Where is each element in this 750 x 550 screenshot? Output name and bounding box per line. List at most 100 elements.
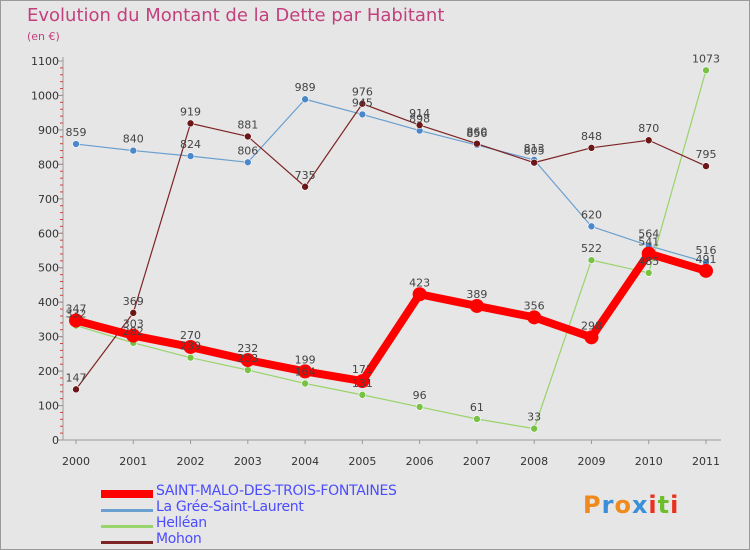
- legend-label: Helléan: [156, 515, 207, 531]
- data-label: 945: [352, 96, 373, 109]
- logo-letter: x: [631, 491, 649, 519]
- data-point: [587, 256, 596, 264]
- series-1: [72, 95, 710, 267]
- chart-title: Evolution du Montant de la Dette par Hab…: [27, 5, 445, 26]
- data-point: [584, 330, 599, 345]
- data-point: [644, 269, 653, 277]
- data-label: 870: [638, 122, 659, 135]
- data-point: [358, 99, 367, 108]
- legend-label: SAINT-MALO-DES-TROIS-FONTAINES: [156, 483, 397, 499]
- data-point: [129, 146, 138, 155]
- data-label: 806: [237, 144, 258, 157]
- x-tick-label: 2010: [635, 455, 663, 468]
- data-label: 270: [180, 329, 201, 342]
- legend-swatch: [101, 508, 153, 512]
- series-line: [72, 249, 710, 386]
- data-point: [183, 339, 198, 354]
- data-label: 795: [696, 148, 717, 161]
- legend-item: Helléan: [101, 515, 461, 533]
- data-label: 898: [409, 113, 430, 126]
- data-label: 989: [295, 81, 316, 94]
- data-point: [244, 366, 252, 374]
- data-label: 856: [466, 127, 487, 140]
- y-tick-label: 500: [38, 262, 59, 275]
- data-label: 232: [237, 342, 258, 355]
- data-point: [415, 121, 424, 129]
- chart-axes: 0 100 200 300 400 500 600 700 800 900 1000 1100 2000…: [31, 55, 721, 468]
- data-point: [240, 353, 255, 368]
- x-tick-label: 2007: [463, 455, 491, 468]
- x-tick-label: 2008: [520, 455, 548, 468]
- legend-swatch: [101, 540, 153, 544]
- series-layer: [69, 66, 713, 433]
- data-point: [358, 391, 367, 399]
- x-tick-label: 2000: [62, 455, 90, 468]
- x-tick-label: 2002: [177, 455, 205, 468]
- data-point: [186, 152, 195, 160]
- data-point: [527, 310, 542, 325]
- data-point: [298, 364, 313, 379]
- series-2: [72, 66, 710, 433]
- data-label: 1073: [692, 52, 720, 65]
- logo-letter: t: [657, 491, 671, 519]
- data-label: 840: [123, 133, 144, 146]
- x-tick-label: 2004: [291, 455, 319, 468]
- logo-letter: i: [670, 491, 680, 519]
- data-point: [186, 353, 195, 362]
- data-label: 332: [66, 308, 87, 321]
- data-label: 147: [66, 371, 87, 384]
- x-tick-label: 2009: [577, 455, 605, 468]
- data-point: [473, 139, 481, 148]
- data-label: 813: [524, 142, 545, 155]
- data-label: 33: [527, 411, 541, 424]
- data-point: [358, 110, 367, 119]
- data-point: [641, 246, 656, 261]
- data-label: 131: [352, 377, 373, 390]
- y-tick-label: 100: [38, 400, 59, 413]
- data-label: 914: [409, 107, 430, 120]
- data-point: [301, 379, 309, 388]
- data-point: [473, 415, 481, 423]
- data-point: [469, 298, 484, 313]
- data-label: 848: [581, 130, 602, 143]
- data-label: 164: [295, 365, 316, 378]
- data-point: [355, 374, 370, 389]
- data-label: 881: [237, 118, 258, 131]
- logo-letter: i: [648, 491, 658, 519]
- data-point: [412, 287, 427, 302]
- x-tick-label: 2011: [692, 455, 720, 468]
- y-tick-label: 800: [38, 158, 59, 171]
- data-label: 491: [696, 253, 717, 266]
- data-point: [301, 95, 309, 104]
- data-point: [702, 66, 710, 75]
- logo-letter: P: [583, 491, 602, 519]
- data-label: 298: [581, 319, 602, 332]
- x-tick-label: 2001: [119, 455, 147, 468]
- series-line: [75, 98, 707, 263]
- legend-item: SAINT-MALO-DES-TROIS-FONTAINES: [101, 483, 461, 501]
- x-tick-label: 2003: [234, 455, 262, 468]
- data-label: 61: [470, 401, 484, 414]
- data-label: 356: [524, 299, 545, 312]
- data-label: 199: [295, 353, 316, 366]
- legend-swatch: [101, 490, 153, 498]
- y-tick-label: 900: [38, 124, 59, 137]
- series-line: [75, 103, 707, 390]
- data-point: [530, 424, 538, 433]
- y-tick-label: 1000: [31, 89, 59, 102]
- series-3: [72, 99, 710, 394]
- data-label: 735: [295, 169, 316, 182]
- data-point: [186, 119, 195, 128]
- data-point: [530, 158, 538, 167]
- data-point: [126, 328, 141, 343]
- legend-label: La Grée-Saint-Laurent: [156, 499, 304, 515]
- data-label: 282: [123, 325, 144, 338]
- data-label: 516: [696, 244, 717, 257]
- series-line: [75, 69, 707, 430]
- data-label: 805: [524, 145, 545, 158]
- y-tick-label: 1100: [31, 55, 59, 68]
- data-label: 485: [638, 255, 659, 268]
- data-point: [69, 313, 83, 328]
